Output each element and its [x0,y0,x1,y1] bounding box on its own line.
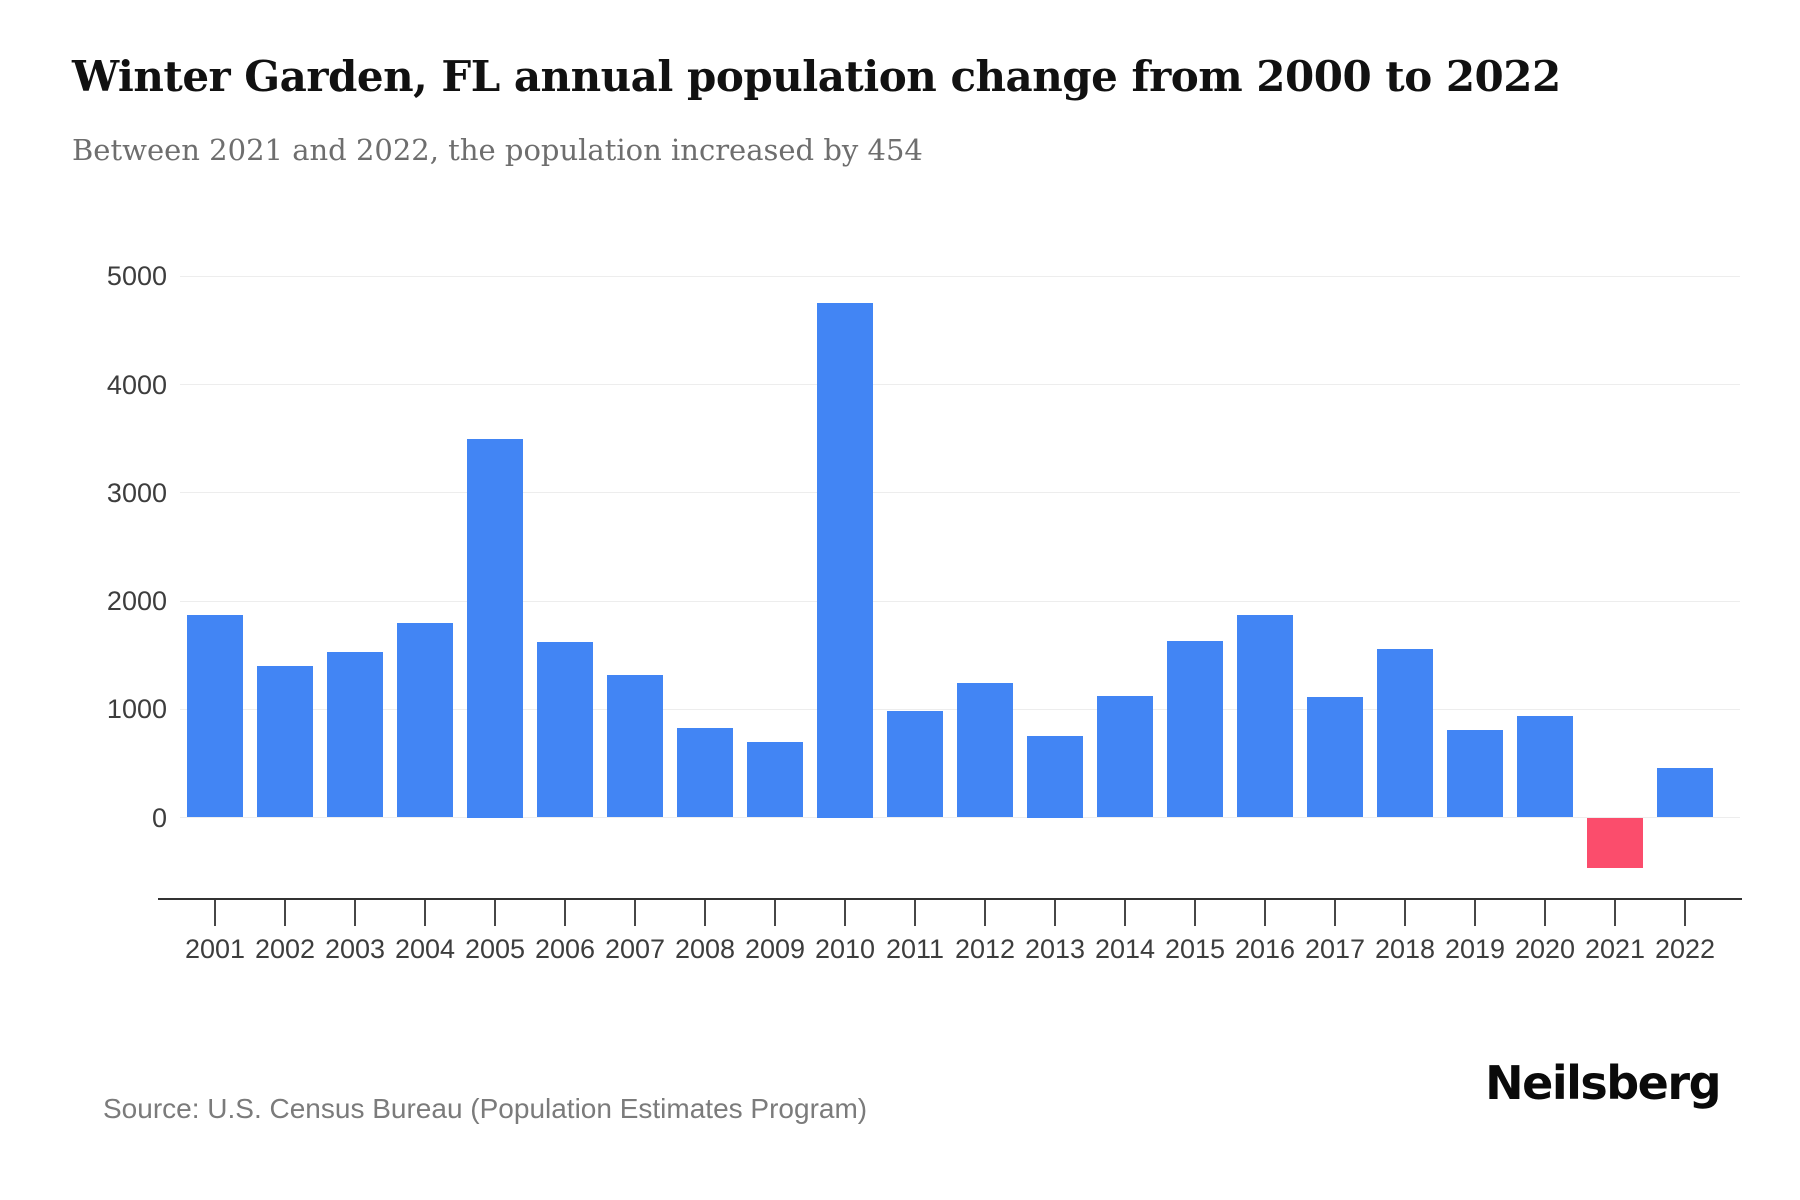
x-axis-label: 2001 [184,934,246,964]
x-axis-tick [494,900,496,926]
bar-2020 [1517,715,1573,818]
x-axis-label: 2013 [1024,934,1086,964]
bar-2003 [327,651,383,818]
x-axis-label: 2009 [744,934,806,964]
gridline-y-5000 [180,275,1740,277]
x-axis-label: 2016 [1234,934,1296,964]
x-axis-tick [564,900,566,926]
x-axis-line [158,898,1742,900]
x-axis-label: 2007 [604,934,666,964]
x-axis-label: 2021 [1584,934,1646,964]
gridline-y-4000 [180,384,1740,385]
x-axis-tick [424,900,426,926]
y-axis-label: 5000 [106,261,167,292]
y-axis-label: 4000 [106,369,167,400]
x-axis-tick [1334,900,1336,926]
bar-2021 [1587,817,1643,869]
x-axis-label: 2010 [814,934,876,964]
x-axis-label: 2006 [534,934,596,964]
x-axis-label: 2011 [885,934,945,964]
x-axis-tick [284,900,286,926]
bar-2015 [1167,641,1223,818]
bar-2001 [187,615,243,818]
bar-2014 [1097,696,1153,818]
bar-2017 [1307,697,1363,818]
bar-2013 [1027,736,1083,818]
x-axis-label: 2003 [324,934,386,964]
x-axis-label: 2002 [254,934,316,964]
bar-2009 [747,741,803,818]
bar-2018 [1377,648,1433,818]
x-axis-label: 2015 [1164,934,1226,964]
x-axis-label: 2008 [674,934,736,964]
x-axis-tick [844,900,846,926]
x-axis-label: 2022 [1654,934,1716,964]
gridline-y-2000 [180,600,1740,602]
bar-2006 [537,642,593,818]
x-axis-tick [1194,900,1196,926]
bar-2019 [1447,729,1503,818]
bar-2011 [887,711,943,818]
x-axis-tick [1124,900,1126,926]
x-axis-tick [984,900,986,926]
x-axis-label: 2014 [1094,934,1156,964]
gridline-y-3000 [180,492,1740,494]
y-axis-label: 1000 [106,694,167,725]
x-axis-tick [1264,900,1266,926]
brand-logo: Neilsberg [1485,1056,1721,1110]
x-axis-tick [634,900,636,926]
y-axis-label: 3000 [106,477,167,508]
bar-2012 [957,683,1013,818]
bar-2002 [257,665,313,818]
x-axis-tick [704,900,706,926]
x-axis-tick [1684,900,1686,926]
bar-2016 [1237,615,1293,818]
bar-2010 [817,303,873,818]
x-axis-label: 2004 [394,934,456,964]
y-axis-label: 0 [151,802,167,833]
bar-2022 [1657,768,1713,818]
y-axis-label: 2000 [106,586,167,616]
x-axis-label: 2020 [1514,934,1576,964]
x-axis-label: 2012 [954,934,1016,964]
bar-2008 [677,727,733,818]
x-axis-label: 2019 [1444,934,1506,964]
chart-subtitle: Between 2021 and 2022, the population in… [72,133,923,167]
x-axis-tick [1474,900,1476,926]
x-axis-tick [354,900,356,926]
x-axis-tick [1054,900,1056,926]
bar-2005 [467,438,523,818]
x-axis-tick [1614,900,1616,926]
x-axis-label: 2005 [464,934,526,964]
gridline-y-0 [180,817,1740,818]
chart-title: Winter Garden, FL annual population chan… [72,52,1561,101]
x-axis-tick [774,900,776,926]
bar-2007 [607,674,663,818]
x-axis-tick [914,900,916,926]
x-axis-label: 2018 [1374,934,1436,964]
x-axis-tick [214,900,216,926]
source-note: Source: U.S. Census Bureau (Population E… [103,1093,868,1124]
x-axis-label: 2017 [1304,934,1366,964]
x-axis-tick [1544,900,1546,926]
bar-2004 [397,622,453,818]
x-axis-tick [1404,900,1406,926]
